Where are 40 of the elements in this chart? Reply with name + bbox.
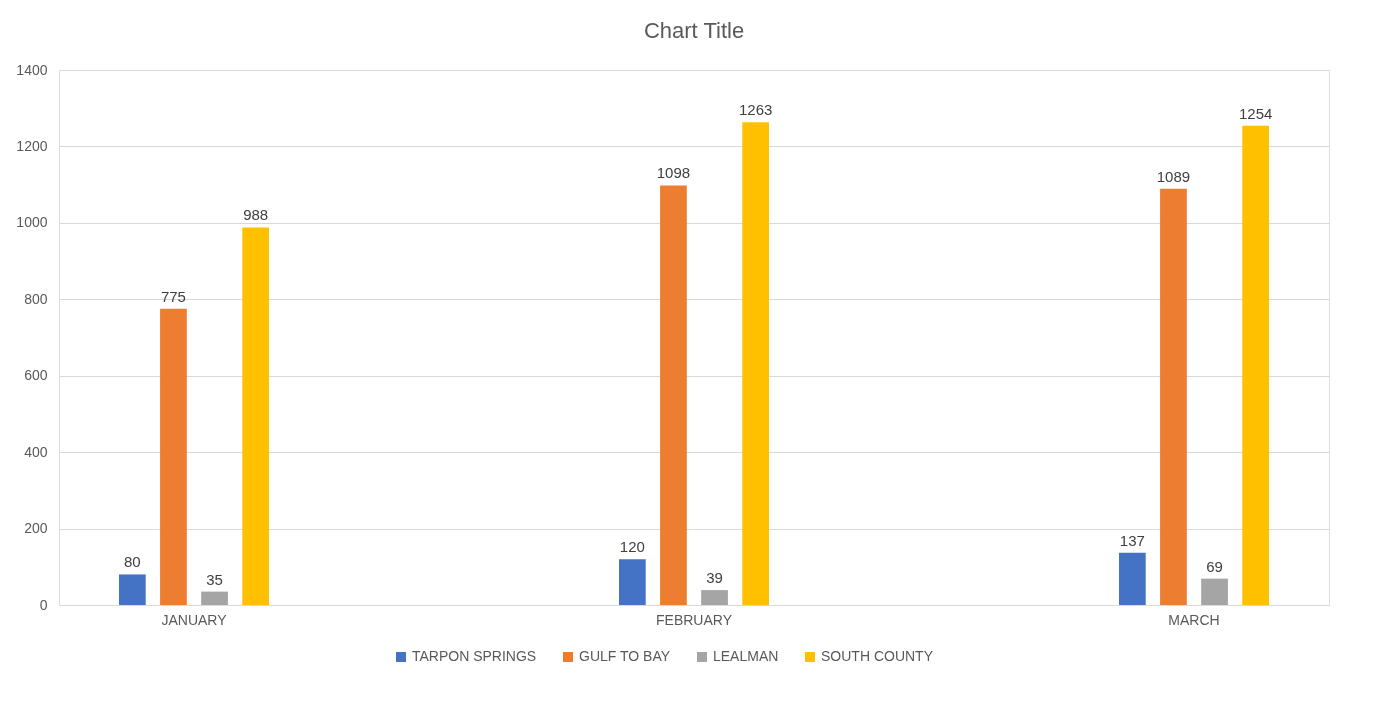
bar bbox=[701, 590, 728, 605]
y-tick-label: 0 bbox=[39, 596, 48, 613]
chart-title: Chart Title bbox=[643, 18, 745, 43]
bar bbox=[660, 185, 687, 605]
bar bbox=[1160, 188, 1187, 605]
data-label: 1254 bbox=[1238, 104, 1273, 122]
y-tick-label: 600 bbox=[24, 367, 48, 384]
y-tick-label: 400 bbox=[24, 443, 48, 460]
data-label: 80 bbox=[124, 553, 141, 571]
x-tick-label: JANUARY bbox=[161, 611, 228, 628]
bar bbox=[119, 574, 146, 605]
bar bbox=[242, 227, 269, 605]
legend-label: TARPON SPRINGS bbox=[412, 648, 537, 664]
y-tick-label: 200 bbox=[24, 520, 48, 537]
data-label: 1098 bbox=[656, 164, 691, 182]
bar bbox=[619, 559, 646, 605]
bar bbox=[1119, 552, 1146, 605]
data-label: 1089 bbox=[1156, 167, 1191, 185]
legend-label: SOUTH COUNTY bbox=[821, 648, 934, 664]
bar bbox=[160, 308, 187, 605]
data-label: 137 bbox=[1119, 531, 1145, 549]
y-tick-label: 1200 bbox=[16, 137, 48, 154]
bar bbox=[1242, 125, 1269, 605]
data-label: 39 bbox=[706, 569, 723, 587]
x-tick-label: MARCH bbox=[1168, 611, 1220, 628]
data-label: 35 bbox=[206, 570, 223, 588]
y-tick-label: 1000 bbox=[16, 214, 48, 231]
data-label: 69 bbox=[1206, 557, 1223, 575]
y-tick-label: 800 bbox=[24, 290, 48, 307]
y-tick-label: 1400 bbox=[16, 61, 48, 78]
bar bbox=[742, 122, 769, 605]
data-label: 1263 bbox=[738, 101, 773, 119]
legend-label: LEALMAN bbox=[713, 648, 779, 664]
bar bbox=[1201, 578, 1228, 605]
data-label: 775 bbox=[160, 287, 186, 305]
legend-label: GULF TO BAY bbox=[579, 648, 671, 664]
bar bbox=[201, 591, 228, 605]
x-tick-label: FEBRUARY bbox=[656, 611, 733, 628]
data-label: 120 bbox=[619, 538, 645, 556]
data-label: 988 bbox=[243, 206, 269, 224]
